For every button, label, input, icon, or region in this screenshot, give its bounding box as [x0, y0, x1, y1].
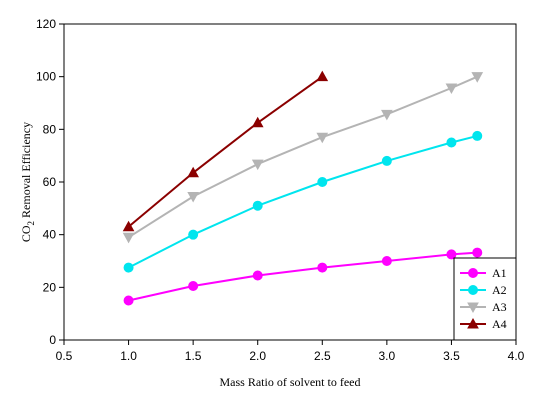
- y-axis-title-main: CO: [19, 225, 33, 242]
- data-point-a3: [187, 191, 199, 203]
- legend-item-a2: A2: [460, 283, 507, 297]
- series-a3: [122, 72, 484, 244]
- legend-item-a3: A3: [460, 300, 507, 314]
- plot-frame: [63, 23, 517, 341]
- data-point-a3: [471, 72, 484, 83]
- series-a4: [122, 70, 329, 232]
- x-tick-label: 0.5: [56, 349, 73, 363]
- y-tick-label: 0: [49, 333, 56, 347]
- chart-legend: A1 A2 A3 A4: [453, 257, 517, 341]
- data-point-a3: [251, 159, 264, 171]
- data-point-a2: [252, 200, 263, 211]
- series-line-a3: [128, 75, 478, 239]
- series-line-a4: [127, 75, 323, 228]
- data-point-a3: [381, 109, 393, 121]
- data-point-a3: [122, 232, 135, 244]
- data-point-a4: [251, 116, 264, 128]
- y-tick-label: 100: [36, 70, 56, 84]
- series-line-a1: [128, 251, 478, 302]
- x-tick-label: 4.0: [508, 349, 525, 363]
- y-tick-label: 120: [36, 17, 56, 31]
- data-point-a1: [381, 256, 392, 266]
- data-point-a2: [123, 262, 134, 273]
- legend-swatch-marker: [468, 285, 478, 295]
- x-tick-label: 3.5: [443, 349, 460, 363]
- x-tick-label: 2.0: [249, 349, 266, 363]
- data-point-a2: [446, 137, 457, 148]
- legend-swatch-marker: [467, 302, 479, 314]
- data-point-a1: [252, 270, 263, 281]
- x-tick-label: 2.5: [314, 349, 331, 363]
- x-tick-label: 3.0: [379, 349, 396, 363]
- legend-label: A2: [492, 283, 507, 297]
- data-point-a2: [188, 229, 199, 240]
- data-point-a4: [122, 220, 135, 232]
- legend-item-a4: A4: [460, 317, 507, 331]
- data-point-a3: [445, 83, 458, 95]
- legend-label: A4: [492, 317, 507, 331]
- data-point-a2: [472, 130, 483, 141]
- chart-ticks: 0.5 1.0 1.5 2.0 2.5 3.0 3.5 4.0 0 20 40 60 80 100 120: [36, 17, 525, 363]
- series-line-a2: [128, 134, 478, 269]
- y-tick-label: 40: [43, 228, 57, 242]
- x-axis-title: Mass Ratio of solvent to feed: [220, 375, 361, 389]
- data-point-a1: [446, 249, 457, 260]
- data-point-a2: [317, 177, 328, 187]
- legend-label: A3: [492, 300, 507, 314]
- series-a2: [123, 130, 483, 273]
- y-axis-title: CO2 Removal Efficiency: [19, 122, 36, 242]
- y-axis-title-subscript: 2: [26, 221, 36, 226]
- legend-item-a1: A1: [460, 266, 507, 280]
- x-tick-label: 1.5: [185, 349, 202, 363]
- data-point-a1: [123, 295, 134, 306]
- data-point-a2: [381, 155, 392, 166]
- x-tick-label: 1.0: [120, 349, 137, 363]
- legend-label: A1: [492, 266, 507, 280]
- data-point-a3: [316, 132, 329, 144]
- y-tick-label: 80: [43, 122, 57, 136]
- y-axis-title-rest: Removal Efficiency: [19, 122, 33, 221]
- y-tick-label: 60: [43, 175, 57, 189]
- legend-box: [453, 257, 517, 341]
- data-point-a1: [188, 281, 199, 292]
- chart-axes: [63, 23, 517, 341]
- chart-series: [122, 70, 484, 306]
- legend-swatch-marker: [468, 268, 478, 278]
- series-a1: [123, 247, 483, 306]
- legend-swatch-marker: [467, 317, 479, 329]
- y-tick-label: 20: [43, 280, 57, 294]
- data-point-a4: [187, 166, 199, 178]
- data-point-a1: [472, 247, 483, 258]
- data-point-a1: [317, 262, 328, 273]
- data-point-a4: [316, 70, 329, 82]
